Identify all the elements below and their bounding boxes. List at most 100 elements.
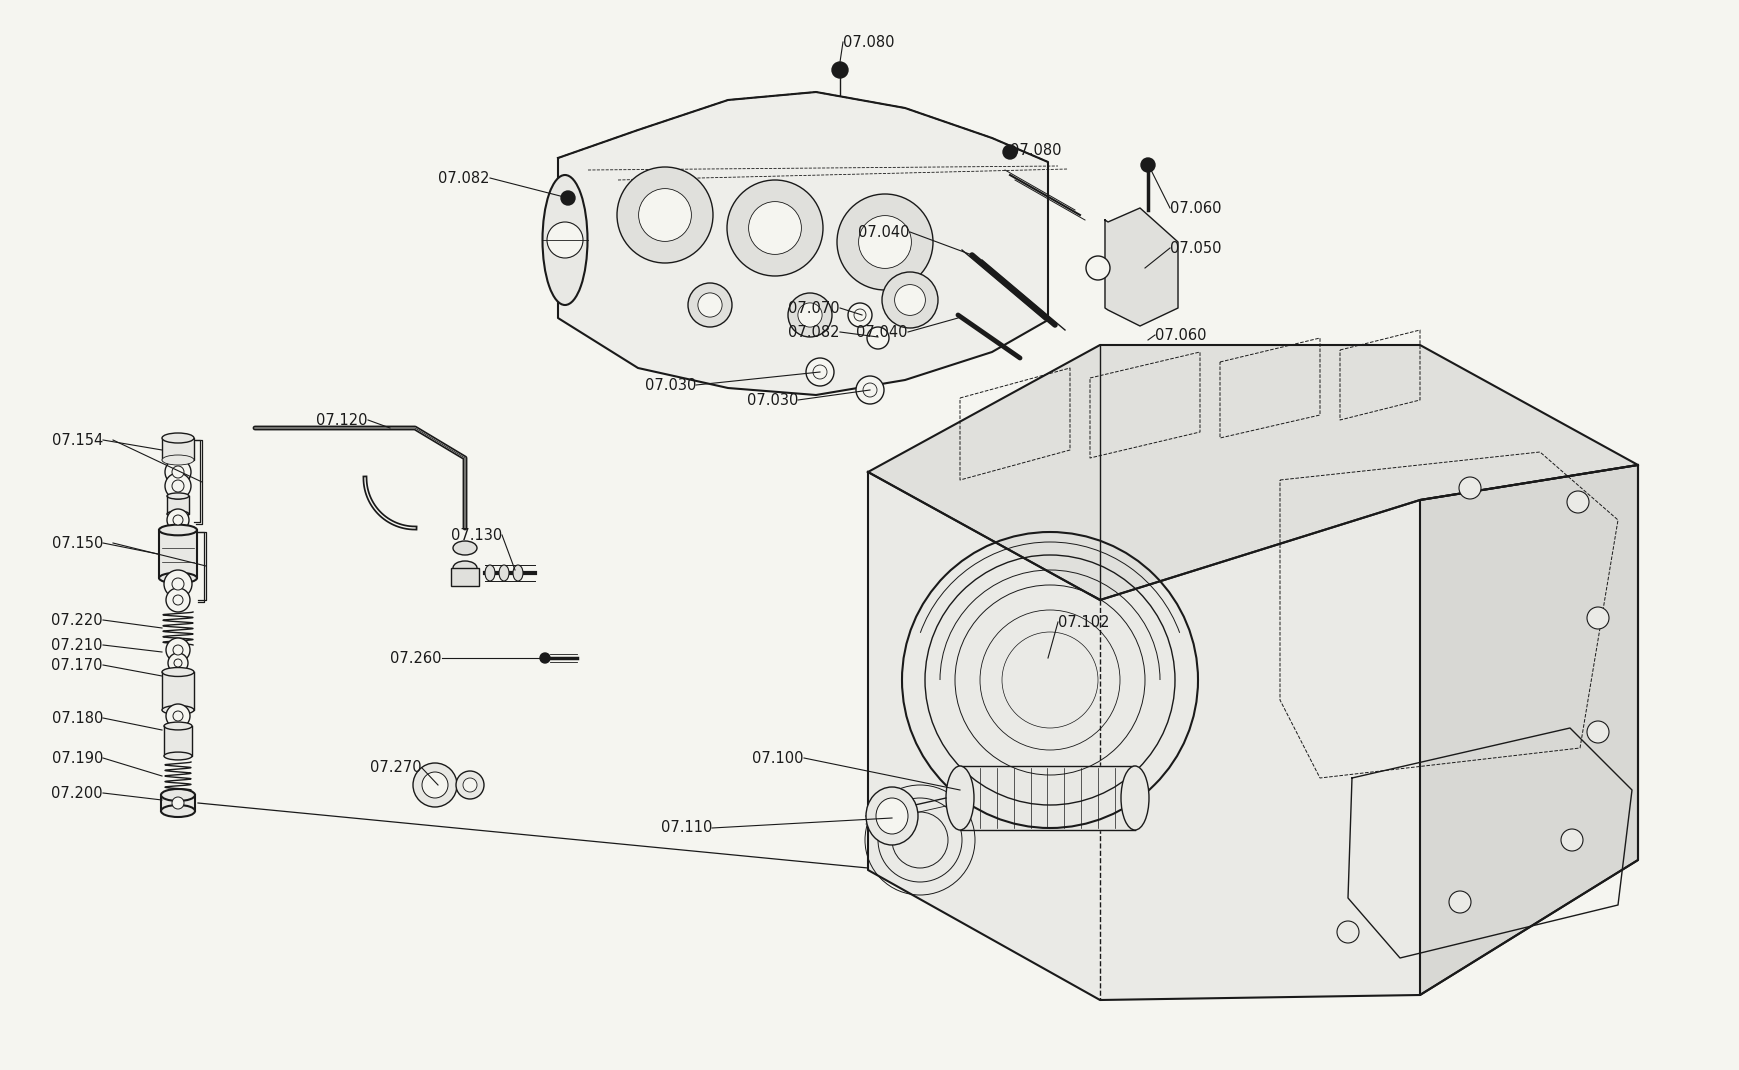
Text: 07.260: 07.260 xyxy=(390,651,442,666)
Circle shape xyxy=(847,303,871,327)
Circle shape xyxy=(1085,256,1109,280)
Text: 07.110: 07.110 xyxy=(661,821,711,836)
Circle shape xyxy=(856,376,883,404)
Ellipse shape xyxy=(163,752,191,760)
Ellipse shape xyxy=(452,561,476,575)
Text: 07.040: 07.040 xyxy=(856,324,908,339)
Ellipse shape xyxy=(946,766,974,830)
Polygon shape xyxy=(558,92,1047,395)
Polygon shape xyxy=(163,727,191,756)
Circle shape xyxy=(165,704,190,728)
Ellipse shape xyxy=(163,722,191,730)
Circle shape xyxy=(812,365,826,379)
Circle shape xyxy=(165,588,190,612)
Circle shape xyxy=(165,638,190,662)
Text: 07.170: 07.170 xyxy=(52,657,103,673)
Circle shape xyxy=(687,282,732,327)
Text: 07.070: 07.070 xyxy=(788,301,840,316)
Text: 07.100: 07.100 xyxy=(751,750,803,765)
Polygon shape xyxy=(1419,465,1636,995)
Circle shape xyxy=(1560,829,1582,851)
Circle shape xyxy=(854,309,866,321)
Circle shape xyxy=(805,358,833,386)
Text: 07.060: 07.060 xyxy=(1169,200,1221,215)
Text: 07.154: 07.154 xyxy=(52,432,103,447)
Circle shape xyxy=(1141,158,1155,172)
Text: 07.120: 07.120 xyxy=(316,413,367,428)
Ellipse shape xyxy=(875,798,908,834)
Ellipse shape xyxy=(499,565,510,581)
Text: 07.040: 07.040 xyxy=(857,225,909,240)
Ellipse shape xyxy=(158,524,197,535)
Circle shape xyxy=(172,467,184,478)
Circle shape xyxy=(617,167,713,263)
Ellipse shape xyxy=(167,493,190,499)
Circle shape xyxy=(1586,607,1609,629)
Ellipse shape xyxy=(866,788,918,845)
Polygon shape xyxy=(868,465,1636,1000)
Circle shape xyxy=(172,797,184,809)
Circle shape xyxy=(172,578,184,590)
Ellipse shape xyxy=(162,705,193,715)
Circle shape xyxy=(697,293,722,317)
Text: 07.180: 07.180 xyxy=(52,710,103,725)
Bar xyxy=(162,795,195,811)
Text: 07.210: 07.210 xyxy=(52,638,103,653)
Ellipse shape xyxy=(513,565,523,581)
Circle shape xyxy=(456,771,483,799)
Text: 07.050: 07.050 xyxy=(1169,241,1221,256)
Circle shape xyxy=(172,710,183,721)
Circle shape xyxy=(1336,921,1358,943)
Circle shape xyxy=(172,515,183,525)
Circle shape xyxy=(788,293,831,337)
Polygon shape xyxy=(158,530,197,578)
Circle shape xyxy=(748,201,802,255)
Circle shape xyxy=(727,180,823,276)
Circle shape xyxy=(172,595,183,605)
Text: 07.080: 07.080 xyxy=(842,34,894,49)
Circle shape xyxy=(1586,721,1609,743)
Ellipse shape xyxy=(162,455,193,465)
Text: 07.130: 07.130 xyxy=(450,528,503,542)
Ellipse shape xyxy=(543,175,588,305)
Text: 07.082: 07.082 xyxy=(788,324,840,339)
Text: 07.150: 07.150 xyxy=(52,535,103,550)
Circle shape xyxy=(539,653,550,663)
Circle shape xyxy=(798,303,821,327)
Text: 07.030: 07.030 xyxy=(746,393,798,408)
Polygon shape xyxy=(1104,208,1177,326)
Circle shape xyxy=(167,509,190,531)
Text: 07.030: 07.030 xyxy=(643,378,696,393)
Circle shape xyxy=(412,763,457,807)
Circle shape xyxy=(163,570,191,598)
Ellipse shape xyxy=(1120,766,1148,830)
Text: 07.060: 07.060 xyxy=(1155,327,1205,342)
Text: 07.220: 07.220 xyxy=(52,612,103,627)
Circle shape xyxy=(165,473,191,499)
Circle shape xyxy=(165,459,191,485)
Ellipse shape xyxy=(162,805,195,817)
Circle shape xyxy=(1449,891,1469,913)
Circle shape xyxy=(1002,146,1016,159)
Circle shape xyxy=(169,653,188,673)
Ellipse shape xyxy=(167,510,190,517)
Circle shape xyxy=(882,272,937,328)
Ellipse shape xyxy=(162,668,193,676)
Bar xyxy=(162,438,193,460)
Text: 07.200: 07.200 xyxy=(52,785,103,800)
Circle shape xyxy=(863,383,876,397)
Circle shape xyxy=(638,188,690,242)
Text: 07.102: 07.102 xyxy=(1057,614,1109,629)
Circle shape xyxy=(1459,477,1480,499)
Ellipse shape xyxy=(452,541,476,555)
Circle shape xyxy=(423,771,447,798)
Circle shape xyxy=(836,194,932,290)
Circle shape xyxy=(546,221,583,258)
Text: 07.190: 07.190 xyxy=(52,750,103,765)
Circle shape xyxy=(831,62,847,78)
Bar xyxy=(450,568,478,586)
Text: 07.270: 07.270 xyxy=(370,761,423,776)
Ellipse shape xyxy=(162,789,195,801)
Circle shape xyxy=(894,285,925,316)
Text: 07.080: 07.080 xyxy=(1009,142,1061,157)
